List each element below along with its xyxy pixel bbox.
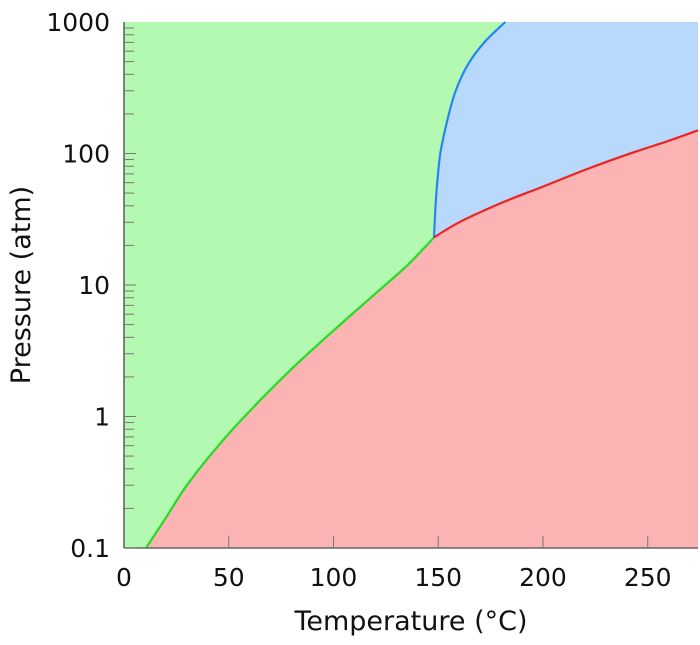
y-tick-label: 1000 [46,8,110,37]
blue-red-boundary-line [433,129,699,239]
phase-boundaries [145,21,699,549]
y-axis-title: Pressure (atm) [6,186,37,384]
green-region [124,22,506,548]
plot-area [124,22,698,548]
green-blue-boundary-line [432,21,507,238]
axes [123,22,698,549]
x-tick-label: 200 [519,563,567,592]
x-tick-label: 100 [310,563,358,592]
x-tick-label: 50 [213,563,245,592]
x-tick-label: 0 [116,563,132,592]
x-tick-label: 250 [624,563,672,592]
y-tick-label: 1 [94,403,110,432]
y-tick-label: 0.1 [70,534,110,563]
x-tick-label: 150 [414,563,462,592]
blue-region [434,22,698,238]
y-tick-label: 10 [78,271,110,300]
green-red-boundary-line [145,236,435,549]
tick-labels: 0 50 100 150 200 250 0.1 1 10 100 1000 [46,8,671,592]
x-axis-title: Temperature (°C) [293,606,527,637]
y-tick-label: 100 [62,140,110,169]
